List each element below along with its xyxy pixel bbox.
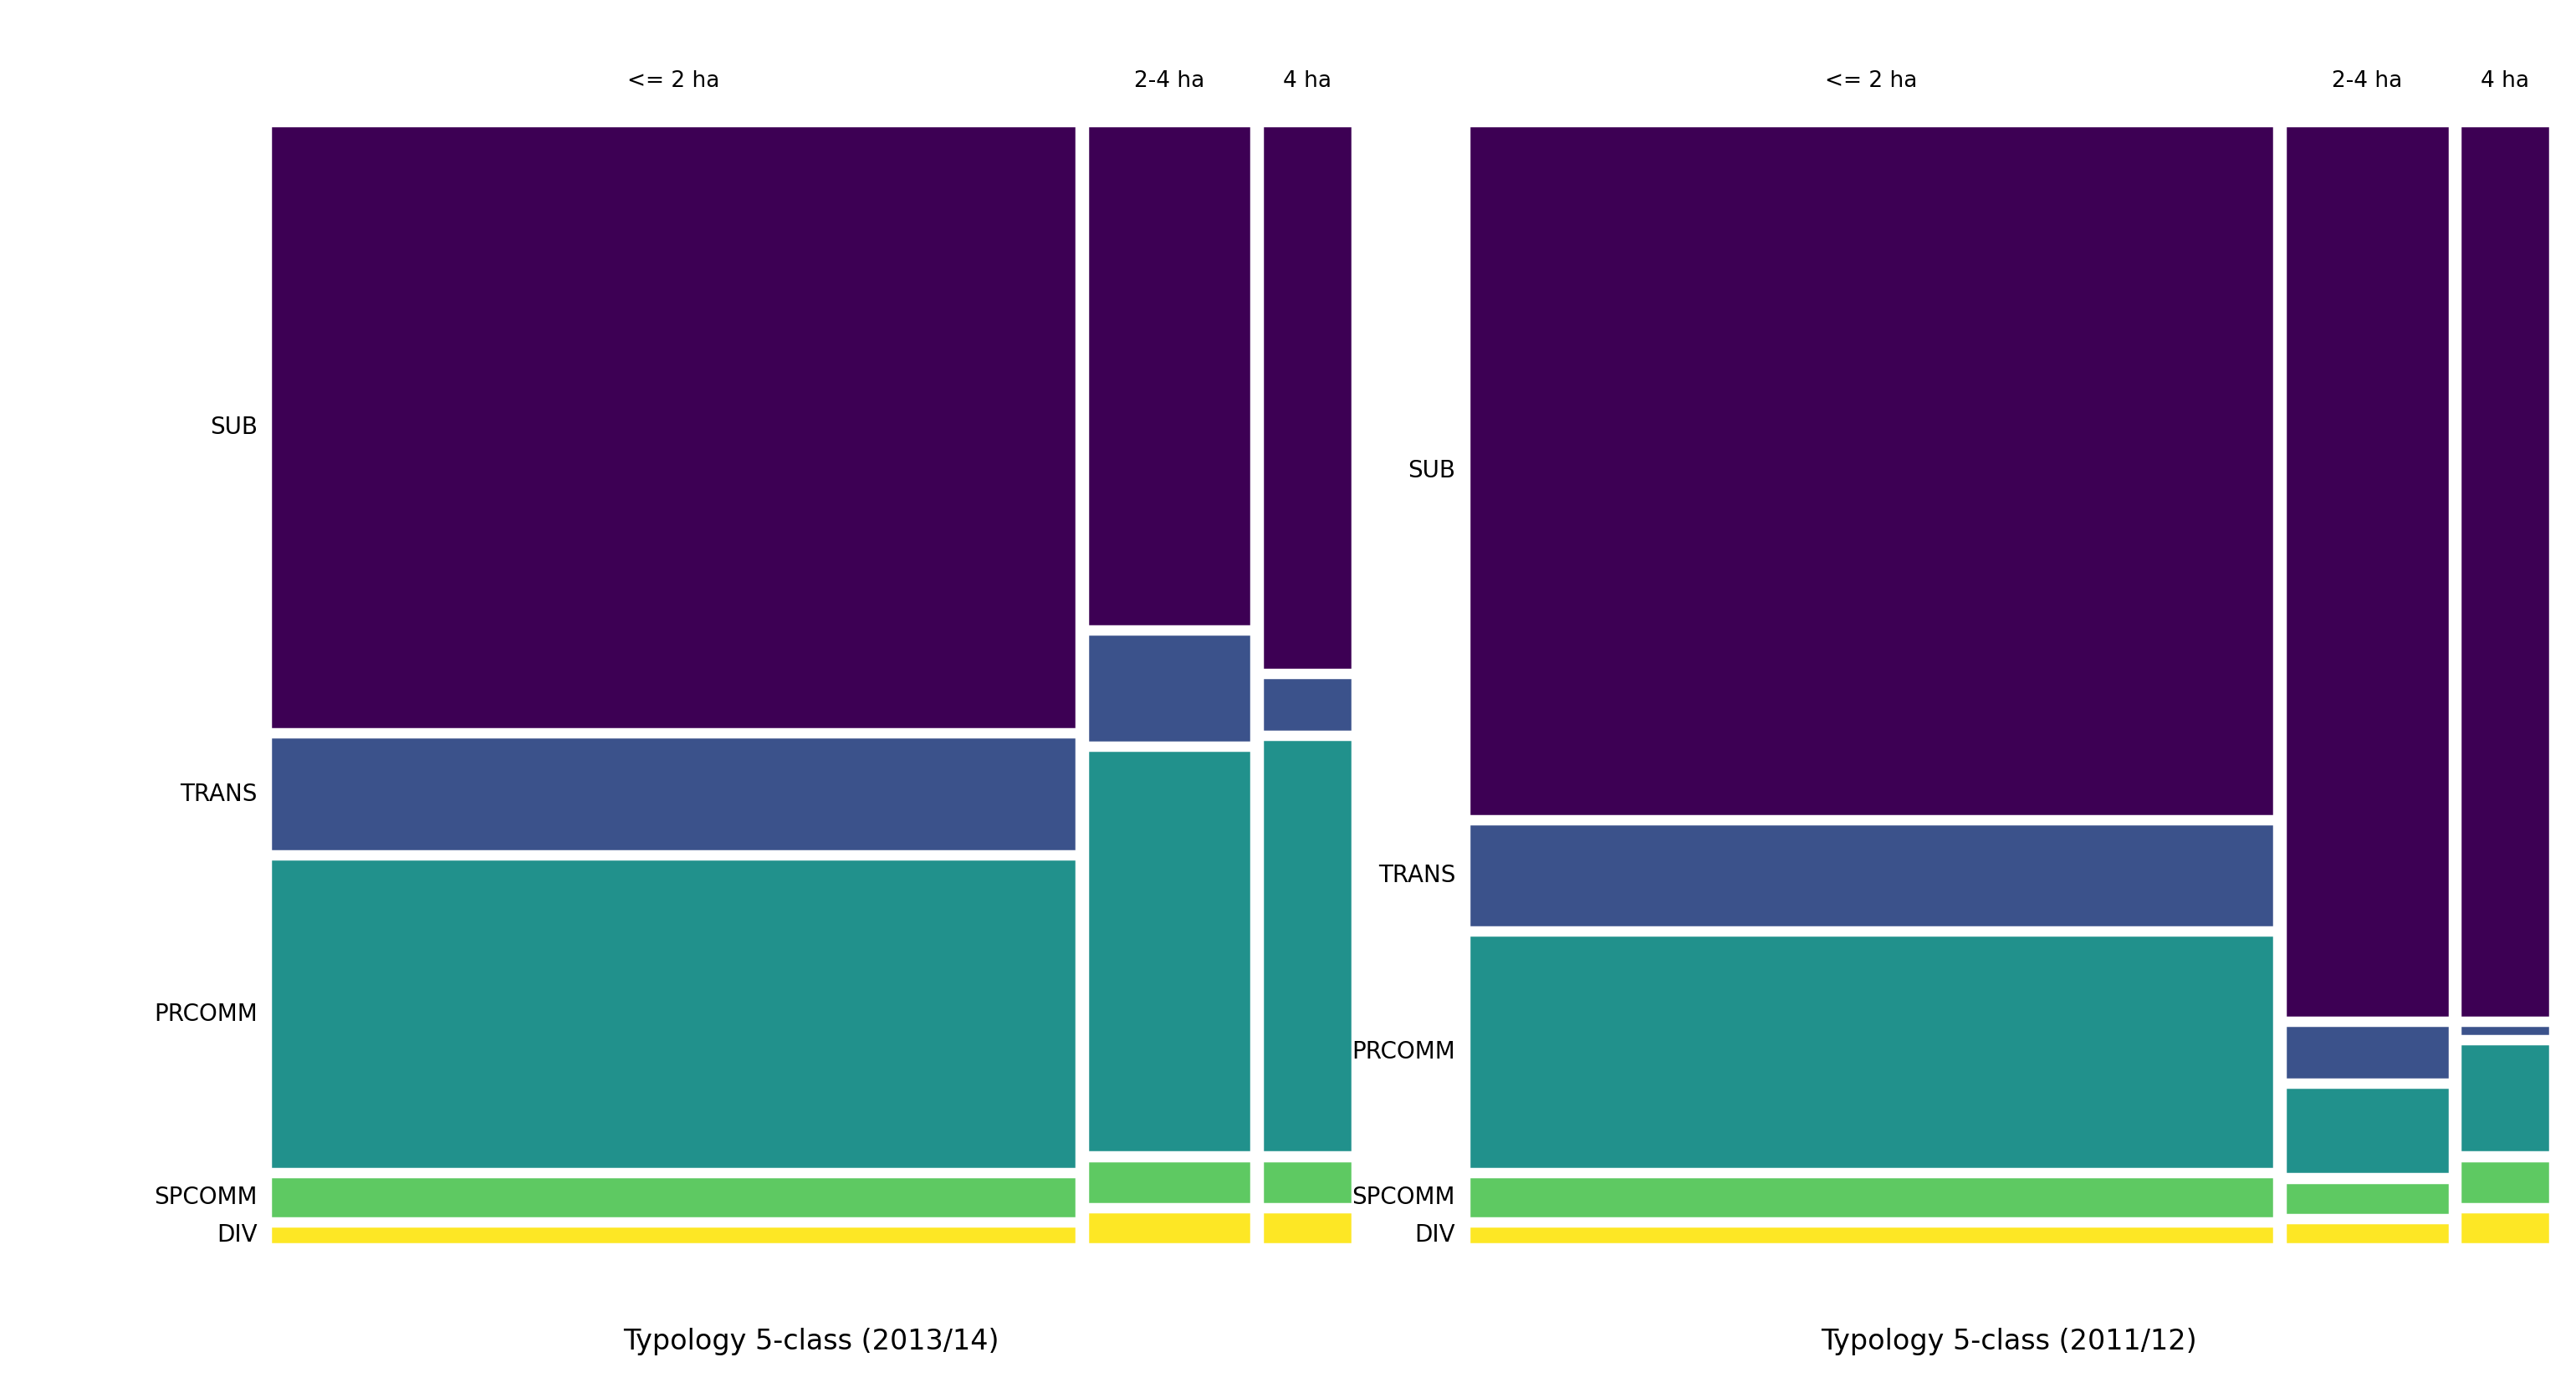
Bar <box>1262 1212 1352 1244</box>
Bar <box>1468 823 2275 927</box>
Bar <box>1262 126 1352 670</box>
Text: PRCOMM: PRCOMM <box>1352 1040 1455 1064</box>
Text: 2-4 ha: 2-4 ha <box>1133 70 1206 92</box>
Bar <box>2285 1025 2450 1079</box>
Bar <box>2285 126 2450 1018</box>
Text: Typology 5-class (2013/14): Typology 5-class (2013/14) <box>623 1328 999 1356</box>
Bar <box>1087 1160 1252 1204</box>
Text: Typology 5-class (2011/12): Typology 5-class (2011/12) <box>1821 1328 2197 1356</box>
Text: PRCOMM: PRCOMM <box>155 1002 258 1026</box>
Bar <box>2460 126 2550 1018</box>
Bar <box>1468 935 2275 1169</box>
Text: 4 ha: 4 ha <box>2481 70 2530 92</box>
Bar <box>1468 1177 2275 1218</box>
Text: DIV: DIV <box>216 1223 258 1247</box>
Bar <box>2460 1160 2550 1204</box>
Bar <box>270 737 1077 851</box>
Text: SPCOMM: SPCOMM <box>155 1186 258 1209</box>
Bar <box>2285 1183 2450 1215</box>
Bar <box>2460 1044 2550 1152</box>
Bar <box>1087 1212 1252 1244</box>
Text: 4 ha: 4 ha <box>1283 70 1332 92</box>
Bar <box>2460 1025 2550 1036</box>
Text: SUB: SUB <box>209 415 258 439</box>
Bar <box>1262 677 1352 731</box>
Text: 2-4 ha: 2-4 ha <box>2331 70 2403 92</box>
Bar <box>270 1226 1077 1244</box>
Bar <box>1262 1160 1352 1204</box>
Bar <box>2285 1088 2450 1174</box>
Bar <box>1262 740 1352 1152</box>
Bar <box>270 858 1077 1169</box>
Text: TRANS: TRANS <box>1378 864 1455 888</box>
Text: DIV: DIV <box>1414 1223 1455 1247</box>
Bar <box>2285 1222 2450 1244</box>
Text: SPCOMM: SPCOMM <box>1352 1186 1455 1209</box>
Text: <= 2 ha: <= 2 ha <box>1824 70 1917 92</box>
Bar <box>270 1177 1077 1218</box>
Text: TRANS: TRANS <box>180 783 258 805</box>
Text: SUB: SUB <box>1406 460 1455 482</box>
Bar <box>2460 1212 2550 1244</box>
Bar <box>270 126 1077 730</box>
Bar <box>1087 751 1252 1152</box>
Bar <box>1468 126 2275 816</box>
Text: <= 2 ha: <= 2 ha <box>626 70 719 92</box>
Bar <box>1468 1226 2275 1244</box>
Bar <box>1087 633 1252 742</box>
Bar <box>1087 126 1252 626</box>
